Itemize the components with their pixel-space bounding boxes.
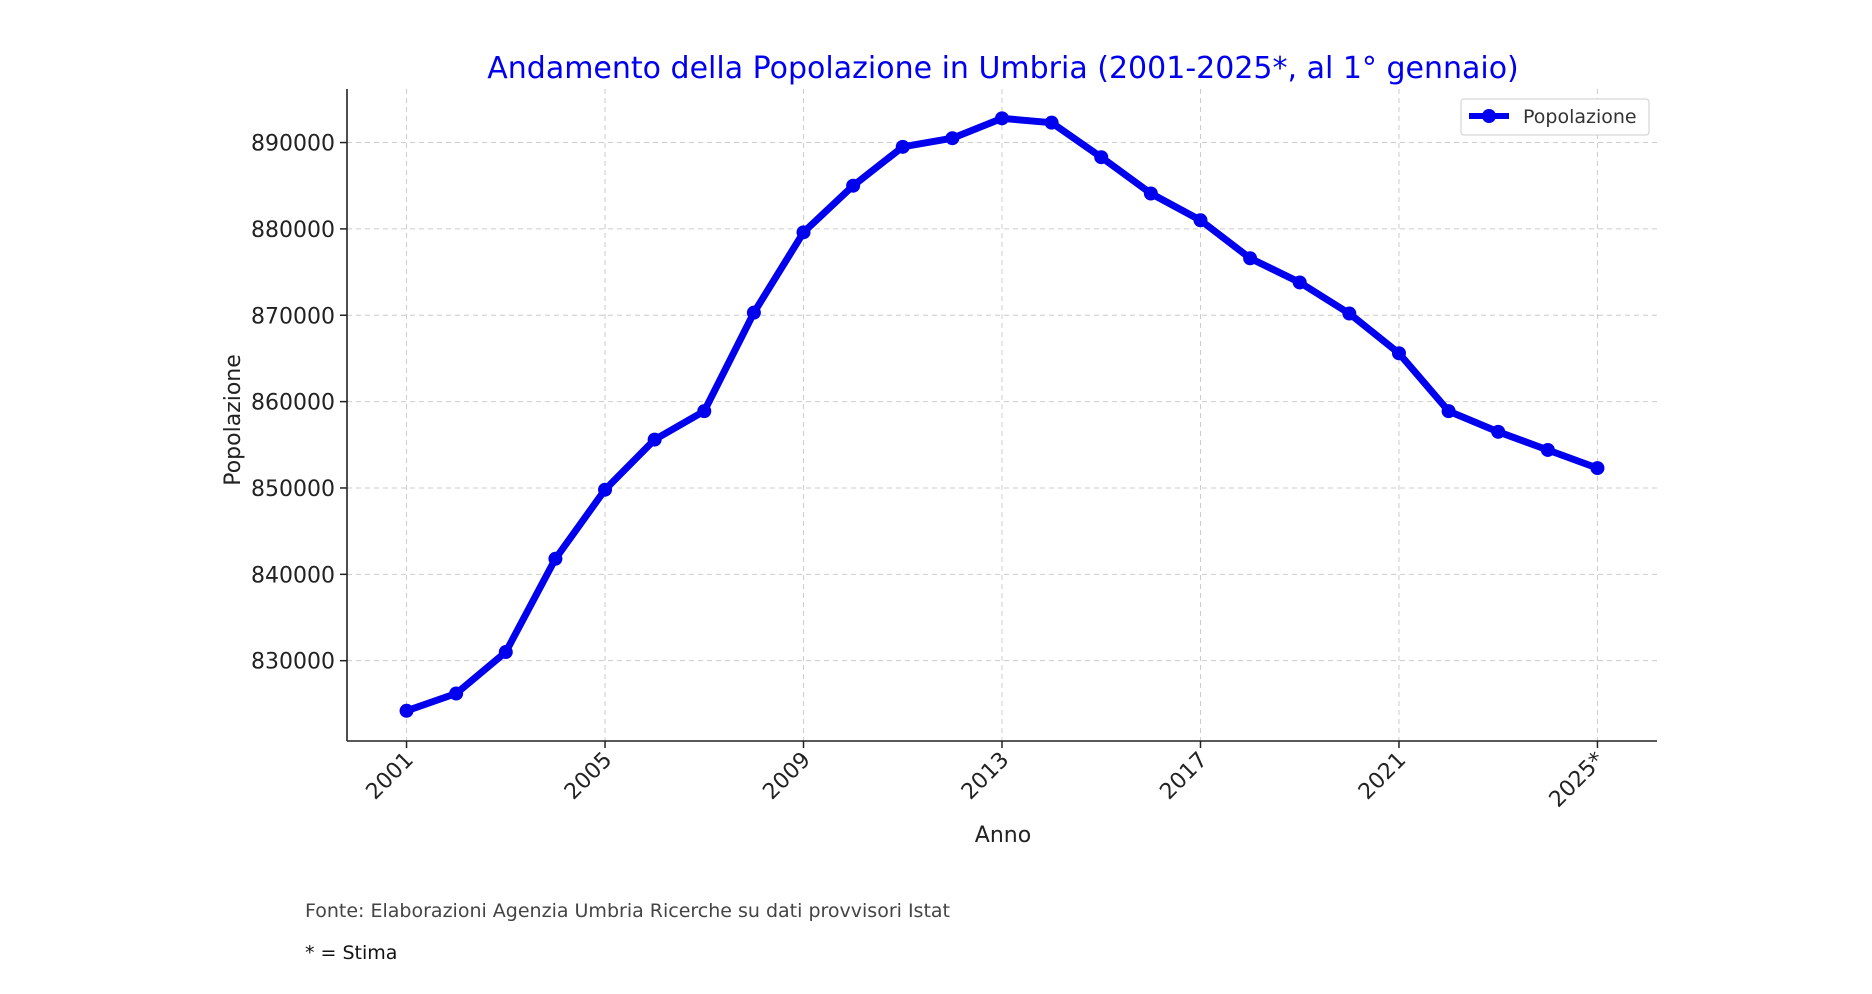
y-axis-ticks: 830000 840000 850000 860000 870000 880000 8900… xyxy=(251,132,347,675)
source-note: Fonte: Elaborazioni Agenzia Umbria Ricer… xyxy=(305,900,950,922)
data-point xyxy=(1143,186,1158,201)
data-point xyxy=(1243,251,1258,266)
data-point xyxy=(746,305,761,320)
data-point xyxy=(449,686,464,701)
legend-box xyxy=(1460,98,1650,136)
y-tick-label: 870000 xyxy=(251,304,335,329)
data-point xyxy=(1491,424,1506,439)
legend-dot-marker xyxy=(1482,109,1496,123)
y-tick-label: 880000 xyxy=(251,218,335,243)
x-tick-label: 2025* xyxy=(1545,748,1610,813)
x-tick-label: 2009 xyxy=(758,748,815,805)
x-axis-ticks: 2001 2005 2009 2013 2017 2021 2025* xyxy=(362,741,1610,813)
legend: Popolazione xyxy=(1460,98,1650,136)
x-tick-label: 2005 xyxy=(560,748,617,805)
data-point xyxy=(1193,213,1208,228)
y-tick-label: 830000 xyxy=(251,650,335,675)
data-point xyxy=(598,482,613,497)
data-point xyxy=(647,432,662,447)
data-point xyxy=(1540,442,1555,457)
x-tick-label: 2013 xyxy=(957,748,1014,805)
data-point xyxy=(1292,275,1307,290)
y-tick-label: 890000 xyxy=(251,132,335,157)
data-point xyxy=(697,404,712,419)
data-point xyxy=(1391,346,1406,361)
grid-lines xyxy=(347,89,1657,741)
x-tick-label: 2001 xyxy=(362,748,419,805)
estimate-note: * = Stima xyxy=(305,942,398,964)
y-tick-label: 860000 xyxy=(251,391,335,416)
y-axis-label: Popolazione xyxy=(221,354,246,486)
data-point xyxy=(548,551,563,566)
data-point xyxy=(1590,461,1605,476)
data-point xyxy=(796,225,811,240)
data-point xyxy=(399,703,414,718)
data-point xyxy=(1342,306,1357,321)
data-point xyxy=(945,131,960,146)
data-point xyxy=(895,139,910,154)
data-point xyxy=(1094,150,1109,165)
data-point xyxy=(995,111,1009,126)
legend-label: Popolazione xyxy=(1523,106,1637,128)
x-tick-label: 2017 xyxy=(1155,748,1212,805)
data-point xyxy=(846,178,861,193)
data-point xyxy=(1441,404,1456,419)
data-series xyxy=(399,111,1605,718)
data-point xyxy=(1044,115,1059,130)
data-point xyxy=(498,645,513,660)
chart-title: Andamento della Popolazione in Umbria (2… xyxy=(487,51,1519,86)
y-tick-label: 840000 xyxy=(251,563,335,588)
y-tick-label: 850000 xyxy=(251,477,335,502)
x-tick-label: 2021 xyxy=(1354,748,1411,805)
x-axis-label: Anno xyxy=(975,823,1031,848)
